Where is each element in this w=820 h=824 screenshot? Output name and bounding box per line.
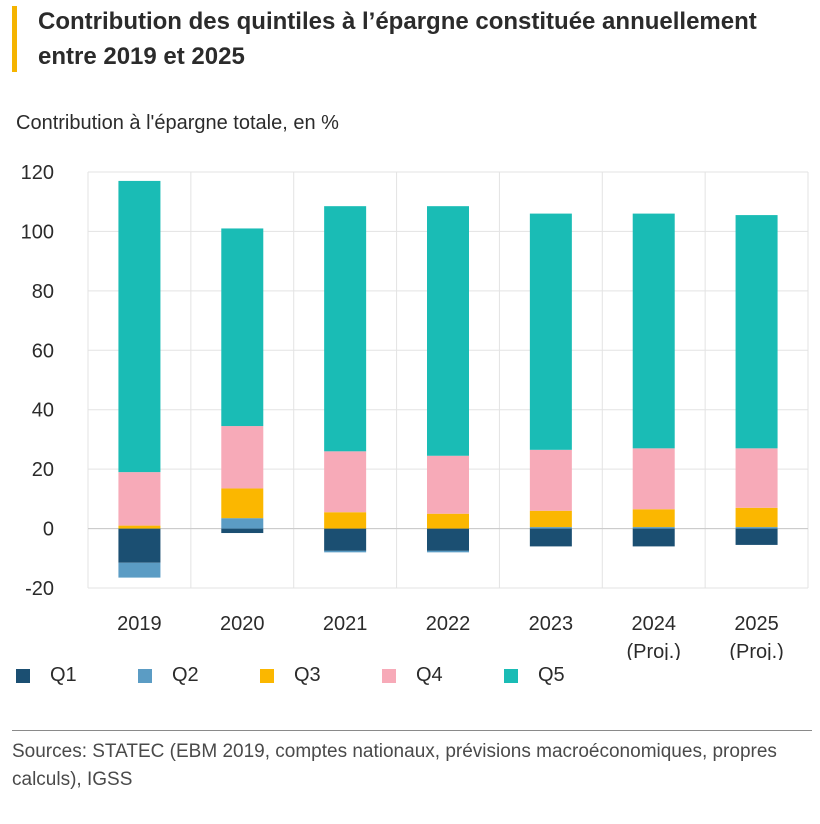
- bar-q4-2023: [529, 449, 572, 511]
- bar-q4-2019: [118, 472, 161, 526]
- y-tick-label: 60: [32, 340, 54, 362]
- y-axis-label: Contribution à l'épargne totale, en %: [16, 112, 339, 134]
- y-tick-label: 100: [21, 221, 54, 243]
- bar-q2-2023: [529, 527, 572, 529]
- bar-q3-2022: [427, 513, 469, 529]
- bar-q4-2021: [324, 451, 367, 513]
- bar-q1-2025: [735, 528, 778, 545]
- source-divider: [12, 730, 812, 731]
- legend-label: Q1: [50, 664, 77, 686]
- stacked-bar-chart: -20 0 20 40 60 80 100 120 2019 2020 2021 2022 2023 20…: [21, 162, 809, 660]
- legend-label: Q2: [172, 664, 199, 686]
- bar-q3-2023: [529, 510, 572, 528]
- legend-swatch: [16, 668, 30, 683]
- chart-legend: Q1 Q2 Q3 Q4 Q5: [16, 664, 626, 687]
- bar-q2-2025: [735, 527, 778, 529]
- bar-q4-2022: [427, 455, 469, 514]
- bar-q5-2022: [427, 206, 469, 456]
- bar-q2-2022: [427, 550, 469, 553]
- source-note: Sources: STATEC (EBM 2019, comptes natio…: [12, 741, 777, 790]
- x-tick-label: 2025: [734, 613, 779, 635]
- bar-q5-2021: [324, 206, 367, 452]
- bar-q5-2023: [529, 213, 572, 450]
- title-accent-bar: [12, 6, 17, 72]
- bar-q1-2022: [427, 528, 469, 551]
- y-tick-label: 40: [32, 400, 54, 422]
- y-tick-label: 80: [32, 281, 54, 303]
- bar-q2-2020: [221, 518, 264, 529]
- x-tick-label: 2021: [323, 613, 368, 635]
- legend-label: Q4: [416, 664, 443, 686]
- legend-item-q1: Q1: [16, 664, 138, 687]
- x-tick-label: 2022: [426, 613, 471, 635]
- bar-q3-2019: [118, 525, 161, 529]
- bar-q3-2024: [632, 509, 675, 528]
- bar-q1-2020: [221, 528, 264, 534]
- legend-item-q3: Q3: [260, 664, 382, 687]
- legend-item-q2: Q2: [138, 664, 260, 687]
- bar-q2-2021: [324, 550, 367, 553]
- y-tick-label: 20: [32, 459, 54, 481]
- bar-q1-2024: [632, 528, 675, 547]
- y-tick-label: 0: [43, 519, 54, 541]
- legend-item-q4: Q4: [382, 664, 504, 687]
- legend-swatch: [138, 668, 152, 683]
- bar-q5-2025: [735, 215, 778, 449]
- bar-q1-2021: [324, 528, 367, 551]
- legend-label: Q5: [538, 664, 565, 686]
- bar-q4-2024: [632, 448, 675, 510]
- bar-q2-2019: [118, 562, 161, 578]
- bar-q5-2024: [632, 213, 675, 449]
- y-tick-label: 120: [21, 162, 54, 184]
- legend-swatch: [260, 668, 274, 683]
- bar-q5-2020: [221, 228, 264, 427]
- legend-swatch: [504, 668, 518, 683]
- x-tick-label: 2019: [117, 613, 162, 635]
- chart-title: Contribution des quintiles à l’épargne c…: [38, 8, 757, 70]
- y-tick-label: -20: [25, 578, 54, 600]
- bar-q3-2020: [221, 488, 264, 519]
- legend-item-q5: Q5: [504, 664, 626, 687]
- bar-q1-2019: [118, 528, 161, 563]
- bar-q3-2021: [324, 512, 367, 529]
- x-tick-label: (Proj.): [626, 641, 680, 660]
- bar-q2-2024: [632, 527, 675, 529]
- x-tick-label: 2023: [529, 613, 574, 635]
- bar-q4-2025: [735, 448, 778, 508]
- legend-swatch: [382, 668, 396, 683]
- bar-q1-2023: [529, 528, 572, 547]
- x-tick-label: (Proj.): [729, 641, 783, 660]
- legend-label: Q3: [294, 664, 321, 686]
- bar-q3-2025: [735, 507, 778, 528]
- x-tick-label: 2024: [631, 613, 676, 635]
- x-tick-label: 2020: [220, 613, 265, 635]
- bar-q4-2020: [221, 426, 264, 489]
- bar-q5-2019: [118, 180, 161, 473]
